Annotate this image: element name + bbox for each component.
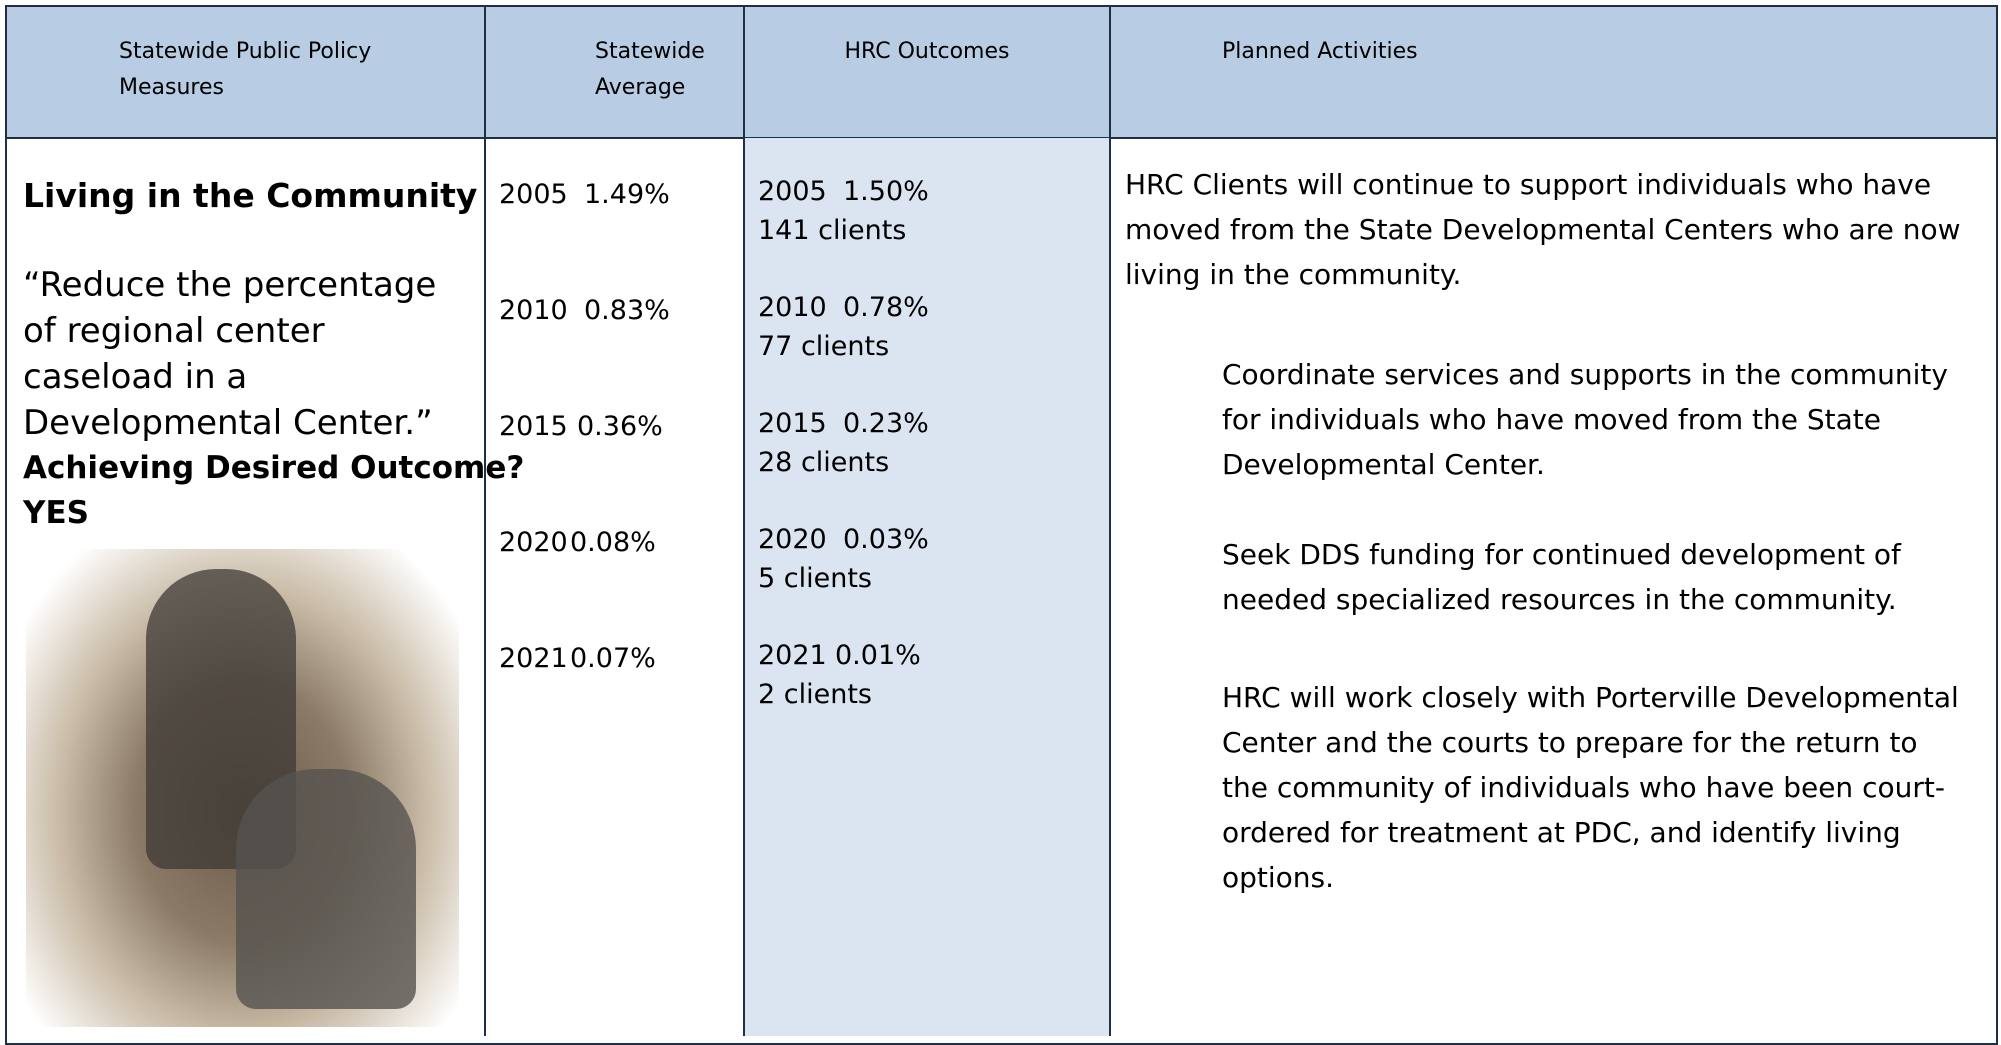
statewide-value: 0.36%	[577, 407, 663, 446]
column-divider	[484, 6, 486, 1036]
activities-intro: HRC Clients will continue to support ind…	[1125, 162, 1990, 297]
hrc-year: 2010	[758, 288, 827, 327]
column-divider	[743, 6, 745, 1036]
activity-item: HRC will work closely with Porterville D…	[1222, 675, 1972, 900]
table: Statewide Public Policy Measures Statewi…	[0, 0, 2001, 1036]
hrc-value: 0.78%	[843, 288, 929, 327]
hrc-value: 1.50%	[843, 172, 929, 211]
hrc-year: 2005	[758, 172, 827, 211]
hrc-value: 0.01%	[835, 636, 921, 675]
header-cell: HRC Outcomes	[744, 34, 1110, 70]
page: Statewide Public Policy Measures Statewi…	[0, 0, 2001, 1036]
statewide-year: 2005	[499, 175, 568, 214]
hrc-year: 2021	[758, 636, 827, 675]
activity-item: Coordinate services and supports in the …	[1222, 352, 1972, 487]
activity-item: Seek DDS funding for continued developme…	[1222, 532, 1972, 622]
hrc-clients: 77 clients	[758, 327, 889, 366]
column-divider	[1109, 6, 1111, 1036]
header-cell: Statewide Public Policy Measures	[119, 34, 419, 106]
statewide-year: 2015	[499, 407, 568, 446]
outcome-question: Achieving Desired Outcome?	[23, 446, 524, 491]
measure-quote: “Reduce the percentage of regional cente…	[23, 262, 473, 446]
hrc-value: 0.23%	[843, 404, 929, 443]
statewide-year: 2020	[499, 523, 568, 562]
photo	[26, 549, 459, 1027]
header-cell: Statewide Average	[595, 34, 735, 106]
hrc-value: 0.03%	[843, 520, 929, 559]
measure-title: Living in the Community	[23, 174, 477, 218]
hrc-year: 2020	[758, 520, 827, 559]
outcome-answer: YES	[23, 491, 89, 536]
header-cell: Planned Activities	[1222, 34, 1822, 70]
statewide-value: 1.49%	[584, 175, 670, 214]
hrc-clients: 2 clients	[758, 675, 872, 714]
statewide-year: 2010	[499, 291, 568, 330]
hrc-year: 2015	[758, 404, 827, 443]
statewide-year: 2021	[499, 639, 568, 678]
statewide-value: 0.07%	[570, 639, 656, 678]
hrc-clients: 5 clients	[758, 559, 872, 598]
photo-figure	[236, 769, 416, 1009]
hrc-clients: 28 clients	[758, 443, 889, 482]
statewide-value: 0.83%	[584, 291, 670, 330]
statewide-value: 0.08%	[570, 523, 656, 562]
hrc-clients: 141 clients	[758, 211, 906, 250]
